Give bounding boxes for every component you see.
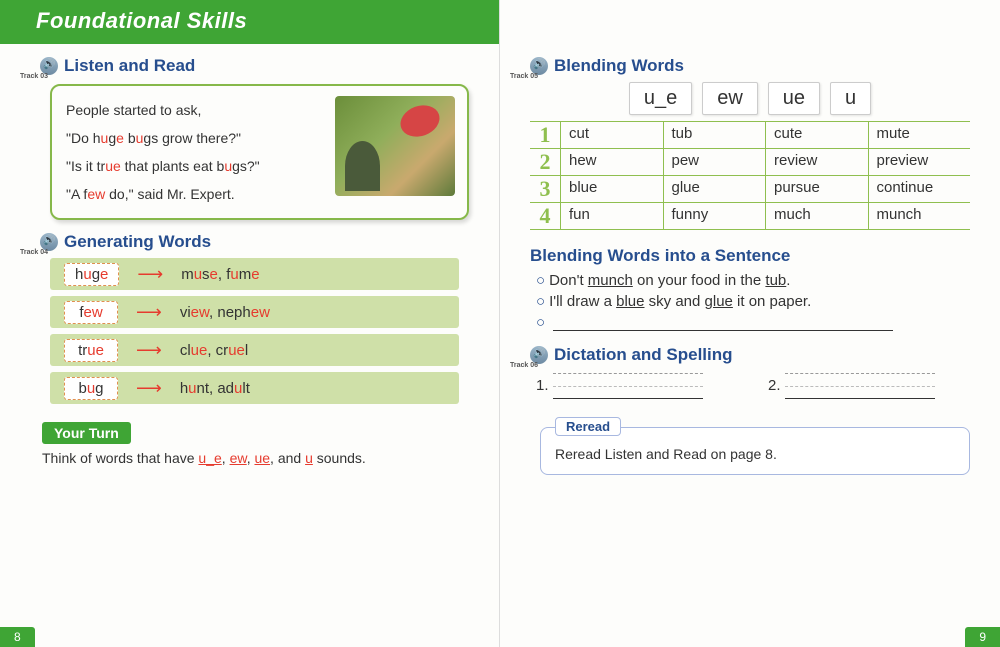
- row-number: 3: [530, 176, 560, 202]
- page-right: Track 05 Blending Words u_e ewueu 1 cuttu…: [500, 0, 1000, 647]
- page-number-right: 9: [965, 627, 1000, 647]
- listen-title: Track 03 Listen and Read: [40, 56, 499, 76]
- page-number-left: 8: [0, 627, 35, 647]
- track-label: Track 04: [20, 249, 48, 256]
- page-left: Foundational Skills Track 03 Listen and …: [0, 0, 500, 647]
- table-cell: fun: [560, 203, 663, 229]
- gen-word: true: [64, 339, 118, 362]
- table-cell: hew: [560, 149, 663, 175]
- generating-row: huge ⟶ muse, fume: [50, 258, 459, 290]
- dictation-blank[interactable]: [785, 373, 935, 399]
- arrow-icon: ⟶: [136, 302, 162, 323]
- table-cell: funny: [663, 203, 766, 229]
- track-label: Track 03: [20, 73, 48, 80]
- sentence-title: Blending Words into a Sentence: [530, 246, 1000, 266]
- table-cell: tub: [663, 122, 766, 148]
- blending-headers: u_e ewueu: [530, 82, 970, 115]
- bullet-icon: ○: [536, 293, 545, 310]
- track-label: Track 06: [510, 362, 538, 369]
- sentence: ○I'll draw a blue sky and glue it on pap…: [536, 293, 970, 310]
- bullet-icon: ○: [536, 314, 545, 331]
- gen-word: bug: [64, 377, 118, 400]
- listen-text: People started to ask,"Do huge bugs grow…: [66, 96, 327, 208]
- arrow-icon: ⟶: [137, 264, 163, 285]
- generating-row: few ⟶ view, nephew: [50, 296, 459, 328]
- table-row: 1 cuttubcutemute: [530, 121, 970, 149]
- table-cell: cute: [765, 122, 868, 148]
- row-number: 4: [530, 203, 560, 229]
- row-number: 1: [530, 122, 560, 148]
- dictation-row: 1. 2.: [536, 373, 970, 399]
- blend-header: u_e: [629, 82, 692, 115]
- dictation-item: 2.: [768, 373, 970, 399]
- your-turn-label: Your Turn: [42, 422, 131, 444]
- arrow-icon: ⟶: [136, 340, 162, 361]
- row-number: 2: [530, 149, 560, 175]
- generating-title: Track 04 Generating Words: [40, 232, 499, 252]
- bullet-icon: ○: [536, 272, 545, 289]
- table-cell: pursue: [765, 176, 868, 202]
- your-turn-text: Think of words that have u_e, ew, ue, an…: [42, 450, 499, 466]
- reread-tab: Reread: [555, 417, 621, 436]
- header-title: Foundational Skills: [36, 8, 247, 33]
- table-cell: blue: [560, 176, 663, 202]
- table-row: 3 bluegluepursuecontinue: [530, 176, 970, 203]
- blend-header: ew: [702, 82, 758, 115]
- book-spread: Foundational Skills Track 03 Listen and …: [0, 0, 1000, 647]
- listen-box: People started to ask,"Do huge bugs grow…: [50, 84, 469, 220]
- dictation-blank[interactable]: [553, 373, 703, 399]
- blend-header: u: [830, 82, 871, 115]
- gen-output: hunt, adult: [180, 380, 250, 397]
- dictation-item: 1.: [536, 373, 738, 399]
- gen-output: clue, cruel: [180, 342, 248, 359]
- table-cell: preview: [868, 149, 971, 175]
- dictation-title-text: Dictation and Spelling: [554, 345, 733, 365]
- header-bar: Foundational Skills: [0, 0, 499, 44]
- table-cell: munch: [868, 203, 971, 229]
- table-cell: cut: [560, 122, 663, 148]
- gen-output: view, nephew: [180, 304, 270, 321]
- blending-table: 1 cuttubcutemute 2 hewpewreviewpreview 3…: [530, 121, 970, 230]
- generating-rows: huge ⟶ muse, fume few ⟶ view, nephew tru…: [0, 258, 499, 404]
- listen-title-text: Listen and Read: [64, 56, 195, 76]
- table-cell: review: [765, 149, 868, 175]
- sentence-blank[interactable]: [553, 315, 893, 331]
- gen-word: huge: [64, 263, 119, 286]
- sentence-blank-row: ○: [536, 314, 970, 331]
- track-label: Track 05: [510, 73, 538, 80]
- generating-title-text: Generating Words: [64, 232, 211, 252]
- arrow-icon: ⟶: [136, 378, 162, 399]
- sentences: ○Don't munch on your food in the tub. ○I…: [500, 272, 1000, 310]
- gen-word: few: [64, 301, 118, 324]
- table-cell: mute: [868, 122, 971, 148]
- table-cell: continue: [868, 176, 971, 202]
- blending-title-text: Blending Words: [554, 56, 684, 76]
- dictation-title: Track 06 Dictation and Spelling: [530, 345, 1000, 365]
- blending-title: Track 05 Blending Words: [530, 56, 1000, 76]
- blend-header: ue: [768, 82, 820, 115]
- table-cell: glue: [663, 176, 766, 202]
- reread-text: Reread Listen and Read on page 8.: [555, 446, 955, 462]
- sentence: ○Don't munch on your food in the tub.: [536, 272, 970, 289]
- gen-output: muse, fume: [181, 266, 259, 283]
- reread-box: Reread Reread Listen and Read on page 8.: [540, 427, 970, 475]
- table-row: 4 funfunnymuchmunch: [530, 203, 970, 230]
- listen-illustration: [335, 96, 455, 196]
- table-row: 2 hewpewreviewpreview: [530, 149, 970, 176]
- table-cell: much: [765, 203, 868, 229]
- generating-row: true ⟶ clue, cruel: [50, 334, 459, 366]
- generating-row: bug ⟶ hunt, adult: [50, 372, 459, 404]
- table-cell: pew: [663, 149, 766, 175]
